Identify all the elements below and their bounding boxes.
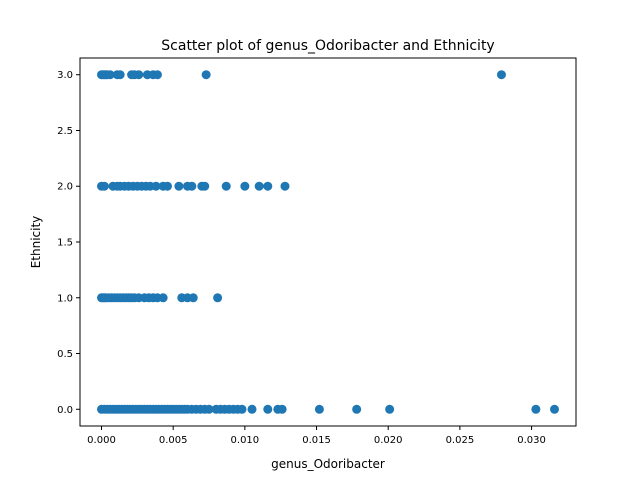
scatter-point xyxy=(247,404,257,414)
scatter-point xyxy=(385,404,395,414)
x-tick-label: 0.025 xyxy=(446,435,475,446)
scatter-point xyxy=(254,181,264,191)
scatter-point xyxy=(115,70,125,80)
x-axis-label: genus_Odoribacter xyxy=(271,457,385,471)
scatter-point xyxy=(134,70,144,80)
y-tick-label: 2.0 xyxy=(57,182,73,193)
scatter-point xyxy=(152,70,162,80)
y-tick-label: 0.5 xyxy=(57,349,73,360)
scatter-point xyxy=(221,181,231,191)
scatter-point xyxy=(187,181,197,191)
scatter-point xyxy=(200,181,210,191)
x-tick-label: 0.030 xyxy=(517,435,546,446)
scatter-point xyxy=(99,181,109,191)
chart-title: Scatter plot of genus_Odoribacter and Et… xyxy=(161,38,494,54)
scatter-point xyxy=(105,70,115,80)
x-tick-label: 0.000 xyxy=(87,435,116,446)
scatter-point xyxy=(531,404,541,414)
scatter-point xyxy=(240,181,250,191)
scatter-point xyxy=(201,70,211,80)
scatter-point xyxy=(162,181,172,191)
x-axis: 0.000 0.005 0.010 0.015 0.020 0.025 0.030 xyxy=(87,426,546,446)
scatter-point xyxy=(263,181,273,191)
scatter-point xyxy=(237,404,247,414)
x-tick-label: 0.010 xyxy=(231,435,260,446)
y-tick-label: 1.0 xyxy=(57,293,73,304)
scatter-point xyxy=(174,181,184,191)
scatter-point xyxy=(352,404,362,414)
y-axis-label: Ethnicity xyxy=(29,216,43,269)
y-tick-label: 0.0 xyxy=(57,405,73,416)
scatter-point xyxy=(314,404,324,414)
scatter-point xyxy=(188,293,198,303)
scatter-point xyxy=(277,404,287,414)
scatter-point xyxy=(496,70,506,80)
x-tick-label: 0.020 xyxy=(374,435,403,446)
y-tick-label: 1.5 xyxy=(57,238,73,249)
scatter-point xyxy=(151,181,161,191)
scatter-point xyxy=(280,181,290,191)
scatter-point xyxy=(213,293,223,303)
x-tick-label: 0.005 xyxy=(159,435,188,446)
scatter-point xyxy=(158,293,168,303)
scatter-point xyxy=(550,404,559,414)
y-tick-label: 2.5 xyxy=(57,126,73,137)
points-layer xyxy=(97,70,559,414)
scatter-point xyxy=(263,404,273,414)
x-tick-label: 0.015 xyxy=(302,435,331,446)
y-axis: 0.0 0.5 1.0 1.5 2.0 2.5 3.0 xyxy=(57,70,80,416)
scatter-point xyxy=(204,404,214,414)
y-tick-label: 3.0 xyxy=(57,70,73,81)
